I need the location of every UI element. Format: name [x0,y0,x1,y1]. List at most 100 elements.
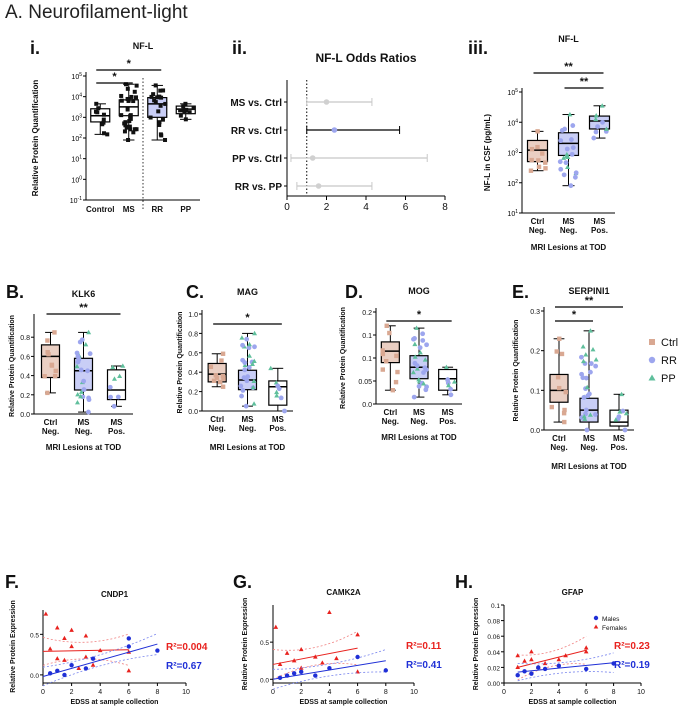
data-point [245,374,251,379]
data-point [132,89,137,94]
panel-letter-h: H. [455,572,473,592]
x-tick-label: 2 [529,689,533,696]
y-axis-label: Relative Protein Quantification [513,320,520,422]
data-point [555,375,561,380]
data-point [593,129,599,135]
y-axis-label: Relative Protein Expression [473,598,480,691]
data-point [43,611,49,616]
y-tick-label: 0.06 [487,634,500,641]
data-point [239,393,244,399]
data-point [562,419,567,425]
data-point [355,654,360,660]
y-tick-label: 105 [71,72,82,81]
data-point [564,146,570,152]
data-point [160,117,165,122]
data-point [78,394,84,399]
x-tick-label: 0 [284,202,290,213]
x-tick-label: Ctrl [531,217,545,226]
data-point [78,367,84,373]
chart-title: GFAP [562,588,584,597]
y-tick-label: 1.0 [188,312,198,319]
y-tick-label: 0.02 [487,665,500,672]
data-point [579,354,584,360]
x-axis-label: EDSS at sample collection [71,699,159,706]
data-point [123,82,128,87]
panel-letter-d: D. [345,282,363,302]
y-axis-label: Relative Protein Quantification [340,307,347,409]
x-tick-label: MS [242,415,255,424]
data-point [387,330,392,336]
y-axis-label: Relative Protein Quantification [31,80,40,197]
x-axis-label: MRI Lesions at TOD [551,462,627,471]
confidence-band [272,649,386,670]
data-point [529,157,534,163]
data-point [448,392,454,398]
data-point [96,106,101,111]
data-point [291,671,297,676]
y-tick-label: 0.4 [20,374,30,381]
chart-title: KLK6 [72,289,96,299]
y-tick-label: 100 [71,175,82,184]
data-point [583,352,589,357]
data-point [593,363,599,369]
data-point [451,379,457,384]
data-point [97,647,103,653]
data-point [247,341,253,347]
data-point [395,369,400,375]
data-point [515,673,520,678]
data-point [298,646,304,652]
data-point [129,94,134,99]
chart-title: MAG [237,287,258,297]
y-tick-label: 0.2 [530,349,540,356]
data-point [125,86,130,91]
r-squared-label: R²=0.004 [166,642,208,653]
x-tick-label: 4 [363,202,369,213]
data-point [282,408,287,414]
x-tick-label: Ctrl [383,408,397,417]
data-point [62,657,67,662]
legend-h: Males Females [593,615,628,632]
confidence-band [517,652,614,665]
data-point [446,382,452,388]
data-point [390,388,396,393]
significance-label: ** [79,302,88,314]
y-tick-label: 0.4 [188,370,198,377]
x-tick-label: Pos. [108,427,125,436]
data-point [529,671,534,676]
x-tick-label: 2 [324,202,330,213]
data-point [542,660,548,666]
y-tick-label: 102 [507,179,518,188]
y-axis-label: Relative Protein Quantification [9,315,16,417]
data-point [152,98,157,103]
data-point [126,125,131,130]
odds-ratio-point [331,127,338,133]
significance-label: ** [564,61,573,73]
data-point [593,116,599,122]
significance-label: * [417,309,422,321]
data-point [417,345,423,351]
data-point [588,361,594,366]
panel-letter-b: B. [6,282,24,302]
data-point [125,96,130,101]
significance-label: ** [580,76,589,88]
panel-letter-i: i. [30,38,40,58]
chart-title: NF-L [133,41,154,51]
data-point [155,95,160,100]
y-tick-label: 0.2 [188,390,198,397]
data-point [423,367,429,373]
data-point [274,389,280,395]
data-point [276,386,282,392]
chart-title: CAMK2A [326,588,360,597]
x-tick-label: 0 [41,689,45,696]
data-point [238,383,244,389]
data-point [94,101,99,106]
data-point [587,328,593,333]
data-point [47,646,53,651]
data-point [75,353,81,359]
data-point [161,88,166,93]
chart-title: NF-L Odds Ratios [315,51,416,65]
y-tick-label: 0.0 [188,409,198,416]
x-tick-label: 8 [155,689,159,696]
data-point [394,353,399,359]
